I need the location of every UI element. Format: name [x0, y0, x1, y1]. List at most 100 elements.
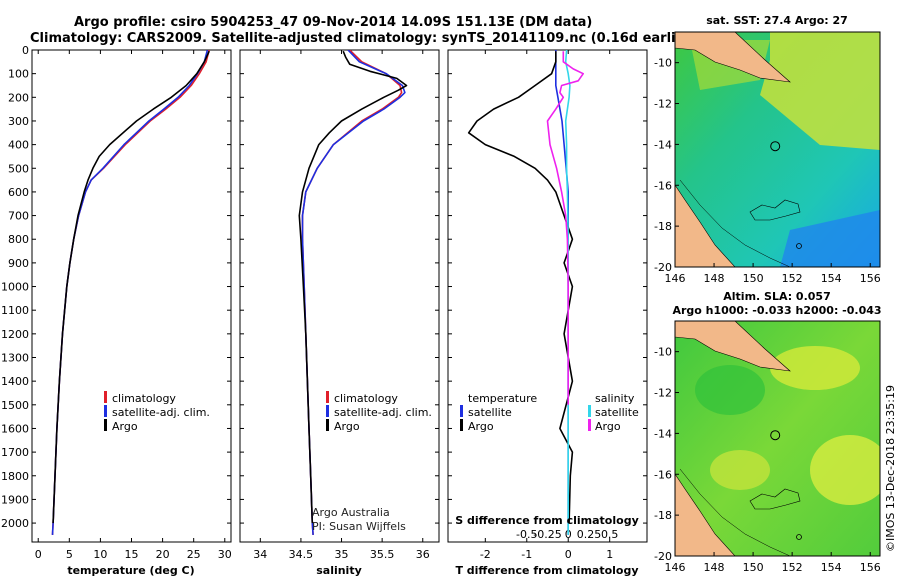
depth-tick-label: 1300	[1, 352, 29, 365]
lat-tick-label: -12	[654, 98, 672, 111]
depth-tick-label: 100	[8, 68, 29, 81]
x-tick-label: -2	[480, 548, 491, 561]
legend-swatch-t-argo	[460, 419, 463, 431]
depth-tick-label: 400	[8, 139, 29, 152]
sla-map-title-line2: Argo h1000: -0.033 h2000: -0.043	[672, 304, 881, 317]
legend-swatch-climatology	[326, 391, 329, 403]
depth-tick-label: 1100	[1, 304, 29, 317]
sla-map-ticks: 146 148 150 152 154 156 -10 -12 -14 -16 -18 -20	[654, 346, 881, 574]
lon-tick-label: 156	[860, 561, 881, 574]
sla-yellow-blob-3	[710, 450, 770, 490]
temperature-ticks: 0100200300400500600700800900100011001200…	[1, 44, 232, 561]
depth-tick-label: 1900	[1, 493, 29, 506]
x-tick-label: 0	[35, 548, 42, 561]
legend-swatch-satellite-adj	[104, 405, 107, 417]
sst-small-marker	[796, 243, 802, 249]
figure-title-line1: Argo profile: csiro 5904253_47 09-Nov-20…	[74, 15, 592, 30]
legend-swatch-t-satellite	[460, 405, 463, 417]
legend-label-argo: Argo	[334, 420, 360, 433]
sla-profile-marker	[770, 430, 781, 441]
legend-label-satellite-adj: satellite-adj. clim.	[112, 406, 210, 419]
salinity-ticks: 34 34.5 35 35.5 36	[240, 49, 439, 561]
legend-label-t-argo: Argo	[468, 420, 494, 433]
lat-tick-label: -20	[654, 550, 672, 563]
lat-tick-label: -18	[654, 509, 672, 522]
sla-map-title-line1: Altim. SLA: 0.057	[723, 290, 830, 303]
s-diff-tick-label: 0.25	[577, 528, 602, 541]
lon-tick-label: 154	[821, 561, 842, 574]
x-tick-label: 0	[565, 548, 572, 561]
sla-yellow-blob-2	[810, 435, 880, 505]
figure-title-line2: Climatology: CARS2009. Satellite-adjuste…	[30, 31, 697, 46]
s-diff-tick-label: -0.25	[533, 528, 561, 541]
legend-label-s-argo: Argo	[595, 420, 621, 433]
series-line-s-argo	[546, 51, 585, 405]
legend-swatch-argo	[326, 419, 329, 431]
legend-label-t-satellite: satellite	[468, 406, 512, 419]
x-tick-label: 5	[66, 548, 73, 561]
lat-tick-label: -20	[654, 261, 672, 274]
depth-tick-label: 200	[8, 91, 29, 104]
sst-map-title: sat. SST: 27.4 Argo: 27	[706, 14, 848, 27]
x-tick-label: 20	[156, 548, 170, 561]
difference-top-xlabel: S difference from climatology	[455, 514, 639, 527]
x-tick-label: -1	[521, 548, 532, 561]
depth-tick-label: 500	[8, 162, 29, 175]
lon-tick-label: 150	[743, 272, 764, 285]
lon-tick-label: 156	[860, 272, 881, 285]
lon-tick-label: 154	[821, 272, 842, 285]
salinity-panel: 34 34.5 35 35.5 36 salinity climatology sate…	[239, 49, 440, 577]
x-tick-label: 35	[335, 548, 349, 561]
series-line-argo	[52, 50, 210, 524]
series-line-argo	[298, 50, 408, 524]
legend-label-climatology: climatology	[112, 392, 176, 405]
depth-tick-label: 1800	[1, 470, 29, 483]
difference-lines	[467, 50, 585, 535]
legend-title-salinity: salinity	[595, 392, 635, 405]
difference-panel: -2 -1 0 1-0.5-0.25 0 0.25 0.5 T difference fro…	[447, 49, 648, 577]
lat-tick-label: -10	[654, 346, 672, 359]
lat-tick-label: -16	[654, 179, 672, 192]
x-tick-label: 25	[187, 548, 201, 561]
legend-swatch-satellite-adj	[326, 405, 329, 417]
depth-tick-label: 2000	[1, 517, 29, 530]
difference-plot-area	[447, 49, 648, 543]
temperature-plot-area	[31, 49, 232, 543]
lat-tick-label: -10	[654, 57, 672, 70]
sla-green-blob	[695, 365, 765, 415]
sst-depth-contour	[679, 179, 791, 267]
lat-tick-label: -16	[654, 468, 672, 481]
salinity-annotation-line1: Argo Australia	[312, 506, 390, 519]
legend-label-s-satellite: satellite	[595, 406, 639, 419]
temperature-xlabel: temperature (deg C)	[67, 564, 194, 577]
lon-tick-label: 146	[665, 561, 686, 574]
sla-map-panel: Altim. SLA: 0.057 Argo h1000: -0.033 h20…	[654, 290, 882, 574]
sst-land-newguinea	[675, 32, 791, 83]
lat-tick-label: -12	[654, 387, 672, 400]
salinity-lines	[298, 50, 408, 535]
salinity-plot-area	[239, 49, 440, 543]
sla-depth-contour	[679, 468, 791, 556]
x-tick-label: 35.5	[370, 548, 395, 561]
lat-tick-label: -18	[654, 220, 672, 233]
salinity-xlabel: salinity	[316, 564, 362, 577]
s-diff-tick-label: -0.5	[516, 528, 537, 541]
sla-small-marker	[796, 534, 802, 540]
salinity-legend: climatology satellite-adj. clim. Argo	[326, 391, 432, 433]
legend-swatch-argo	[104, 419, 107, 431]
x-tick-label: 36	[416, 548, 430, 561]
depth-tick-label: 700	[8, 210, 29, 223]
temperature-legend: climatology satellite-adj. clim. Argo	[104, 391, 210, 433]
sst-cool-patch	[780, 210, 880, 267]
sla-land-australia	[675, 473, 736, 556]
lon-tick-label: 148	[704, 561, 725, 574]
x-tick-label: 34	[253, 548, 267, 561]
depth-tick-label: 1000	[1, 281, 29, 294]
sst-warm-patch	[760, 32, 880, 150]
difference-legend-temperature: temperature satellite Argo	[460, 392, 537, 433]
sst-map-panel: sat. SST: 27.4 Argo: 27 146 148 150 152 154 1…	[654, 14, 881, 285]
legend-title-temperature: temperature	[468, 392, 537, 405]
depth-tick-label: 1600	[1, 422, 29, 435]
difference-legend-salinity: salinity satellite Argo	[588, 392, 639, 433]
